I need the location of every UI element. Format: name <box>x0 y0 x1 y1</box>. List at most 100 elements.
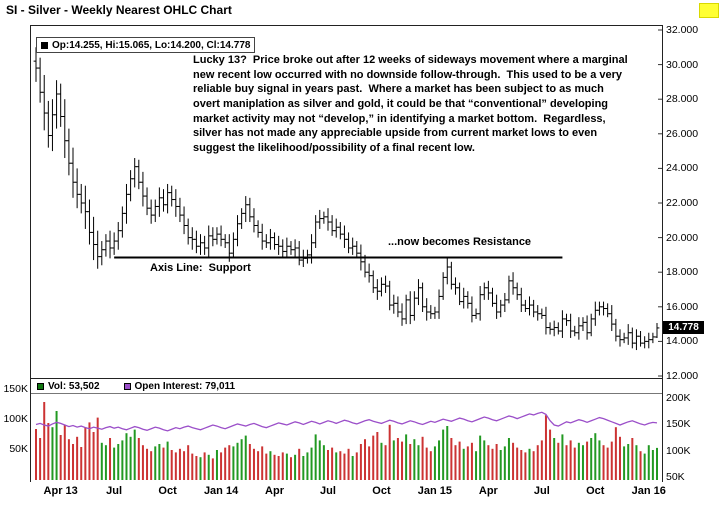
volume-bar <box>590 438 593 480</box>
volume-bar <box>503 446 506 480</box>
open-interest-axis-label: 100K <box>666 444 691 457</box>
volume-bar <box>438 440 441 480</box>
x-axis-label: Apr 13 <box>43 485 78 497</box>
volume-bar <box>150 451 153 480</box>
volume-bar <box>76 436 79 480</box>
chart-area[interactable]: Op:14.255, Hi:15.065, Lo:14.200, Cl:14.7… <box>30 25 663 482</box>
volume-bar <box>618 436 621 480</box>
volume-bar <box>281 452 284 480</box>
volume-bar <box>380 442 383 480</box>
price-axis-label: 26.000 <box>666 127 699 140</box>
open-interest-legend-label: Open Interest: 79,011 <box>134 380 236 392</box>
volume-bar <box>59 435 62 480</box>
volume-bar <box>553 438 556 480</box>
volume-bar <box>528 448 531 480</box>
volume-bar <box>540 440 543 480</box>
volume-bar <box>232 446 235 480</box>
x-axis-label: Apr <box>478 485 498 497</box>
volume-bar <box>113 447 116 480</box>
yellow-badge[interactable] <box>699 3 719 18</box>
volume-bar <box>310 447 313 480</box>
volume-bar <box>594 433 597 480</box>
volume-svg[interactable] <box>31 395 662 481</box>
support-annotation: Axis Line: Support <box>150 262 251 274</box>
volume-bar <box>269 451 272 480</box>
volume-legend: Vol: 53,502 Open Interest: 79,011 <box>31 379 662 394</box>
volume-bar <box>413 439 416 480</box>
volume-bar <box>425 447 428 480</box>
quote-swatch-icon <box>41 41 48 49</box>
volume-bar <box>228 445 231 480</box>
volume-bar <box>244 435 247 480</box>
volume-swatch-icon <box>37 382 44 390</box>
price-pane[interactable] <box>31 26 662 378</box>
resistance-annotation: ...now becomes Resistance <box>388 236 532 248</box>
volume-bar <box>635 445 638 480</box>
volume-bar <box>306 452 309 480</box>
price-axis-label: 20.000 <box>666 231 699 244</box>
ohlc-quote: Op:14.255, Hi:15.065, Lo:14.200, Cl:14.7… <box>36 37 256 53</box>
x-axis-label: Oct <box>372 485 391 497</box>
volume-bar <box>421 436 424 480</box>
volume-bar <box>257 451 260 480</box>
volume-bar <box>368 446 371 480</box>
volume-bar <box>557 442 560 480</box>
volume-bar <box>211 458 214 480</box>
x-axis-label: Jul <box>320 485 336 497</box>
volume-bar <box>495 444 498 480</box>
chart-title: SI - Silver - Weekly Nearest OHLC Chart <box>6 3 232 17</box>
volume-bar <box>392 440 395 480</box>
volume-bar <box>532 451 535 480</box>
volume-bar <box>187 445 190 480</box>
volume-bar <box>129 436 132 480</box>
last-price-marker: 14.778 <box>663 320 704 334</box>
volume-bar <box>627 444 630 480</box>
volume-bar <box>483 440 486 480</box>
volume-bar <box>178 448 181 480</box>
volume-bar <box>298 448 301 480</box>
volume-bar <box>565 445 568 480</box>
volume-legend-label: Vol: 53,502 <box>48 380 100 392</box>
volume-bar <box>158 444 161 480</box>
volume-bar <box>462 448 465 480</box>
x-axis-label: Oct <box>158 485 177 497</box>
volume-bar <box>277 456 280 480</box>
volume-bar <box>215 450 218 480</box>
price-axis-label: 18.000 <box>666 266 699 279</box>
volume-bar <box>623 446 626 480</box>
volume-bar <box>446 426 449 480</box>
volume-bar <box>376 432 379 480</box>
volume-bar <box>536 445 539 480</box>
volume-bar <box>51 427 54 480</box>
volume-bar <box>294 454 297 480</box>
volume-bar <box>265 453 268 480</box>
open-interest-line <box>35 411 658 432</box>
volume-bar <box>207 454 210 480</box>
price-axis-label: 22.000 <box>666 197 699 209</box>
volume-bar <box>96 417 99 480</box>
volume-bar <box>396 438 399 480</box>
volume-bar <box>72 444 75 480</box>
volume-bar <box>364 439 367 480</box>
volume-bar <box>224 447 227 480</box>
volume-bar <box>339 451 342 480</box>
volume-bar <box>203 452 206 480</box>
volume-bar <box>606 447 609 480</box>
volume-axis-label: 50K <box>9 443 28 455</box>
volume-bar <box>610 441 613 480</box>
volume-bar <box>639 451 642 480</box>
volume-bar <box>401 441 404 480</box>
volume-bar <box>252 448 255 480</box>
volume-bar <box>577 442 580 480</box>
volume-bar <box>154 446 157 480</box>
volume-bar <box>643 453 646 480</box>
x-axis-label: Jan 15 <box>417 485 453 497</box>
volume-bar <box>454 445 457 480</box>
volume-bar <box>121 440 124 480</box>
price-axis-label: 16.000 <box>666 300 699 313</box>
volume-pane[interactable]: Vol: 53,502 Open Interest: 79,011 <box>31 378 662 482</box>
volume-bar <box>141 445 144 480</box>
volume-bar <box>80 447 83 480</box>
open-interest-swatch-icon <box>123 382 131 390</box>
